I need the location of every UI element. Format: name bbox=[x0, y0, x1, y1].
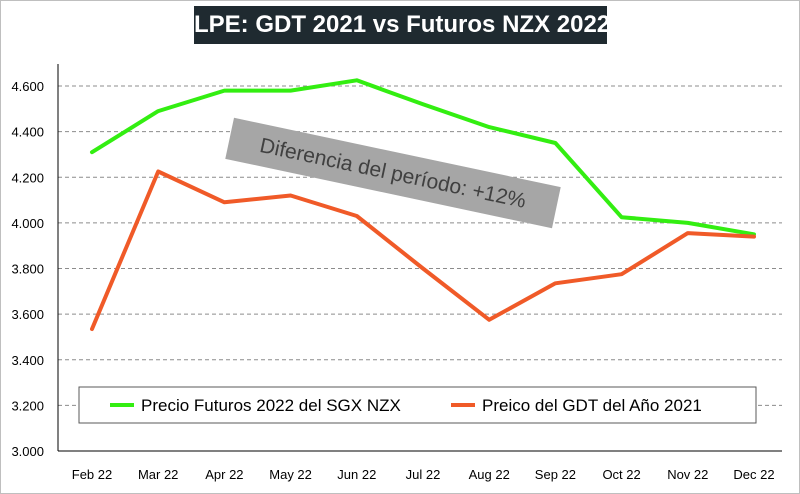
y-tick-label: 4.000 bbox=[11, 216, 44, 231]
x-tick-label: Aug 22 bbox=[469, 467, 510, 482]
y-tick-label: 3.800 bbox=[11, 262, 44, 277]
x-tick-label: Feb 22 bbox=[72, 467, 112, 482]
annotation-box bbox=[225, 117, 561, 229]
y-tick-label: 4.400 bbox=[11, 125, 44, 140]
series-lines bbox=[90, 78, 756, 331]
y-tick-label: 4.200 bbox=[11, 170, 44, 185]
x-tick-label: May 22 bbox=[269, 467, 312, 482]
legend-box bbox=[78, 386, 757, 424]
x-tick-label: Dec 22 bbox=[733, 467, 774, 482]
legend: Precio Futuros 2022 del SGX NZX Preico d… bbox=[78, 386, 757, 424]
axes bbox=[57, 64, 782, 452]
chart-title: LPE: GDT 2021 vs Futuros NZX 2022 bbox=[194, 6, 610, 44]
x-tick-label: Jun 22 bbox=[337, 467, 376, 482]
x-tick-label: Apr 22 bbox=[205, 467, 243, 482]
x-tick-label: Nov 22 bbox=[667, 467, 708, 482]
legend-label-gdt: Preico del GDT del Año 2021 bbox=[482, 396, 702, 415]
y-tick-label: 3.200 bbox=[11, 398, 44, 413]
series-line-gdt bbox=[90, 169, 756, 331]
legend-label-futuros: Precio Futuros 2022 del SGX NZX bbox=[141, 396, 401, 415]
y-tick-labels: 3.000 3.200 3.400 3.600 3.800 4.000 4.200 4.400… bbox=[11, 79, 44, 459]
x-tick-label: Sep 22 bbox=[535, 467, 576, 482]
y-tick-label: 3.000 bbox=[11, 444, 44, 459]
series-line-futuros bbox=[90, 78, 756, 237]
x-tick-label: Oct 22 bbox=[602, 467, 640, 482]
annotation: Diferencia del período: +12% bbox=[225, 117, 561, 229]
y-tick-label: 4.600 bbox=[11, 79, 44, 94]
x-tick-labels: Feb 22 Mar 22 Apr 22 May 22 Jun 22 Jul 22 Aug … bbox=[72, 467, 775, 482]
gridlines bbox=[58, 85, 782, 406]
y-tick-label: 3.400 bbox=[11, 353, 44, 368]
y-tick-label: 3.600 bbox=[11, 307, 44, 322]
x-tick-label: Jul 22 bbox=[406, 467, 441, 482]
x-tick-label: Mar 22 bbox=[138, 467, 178, 482]
